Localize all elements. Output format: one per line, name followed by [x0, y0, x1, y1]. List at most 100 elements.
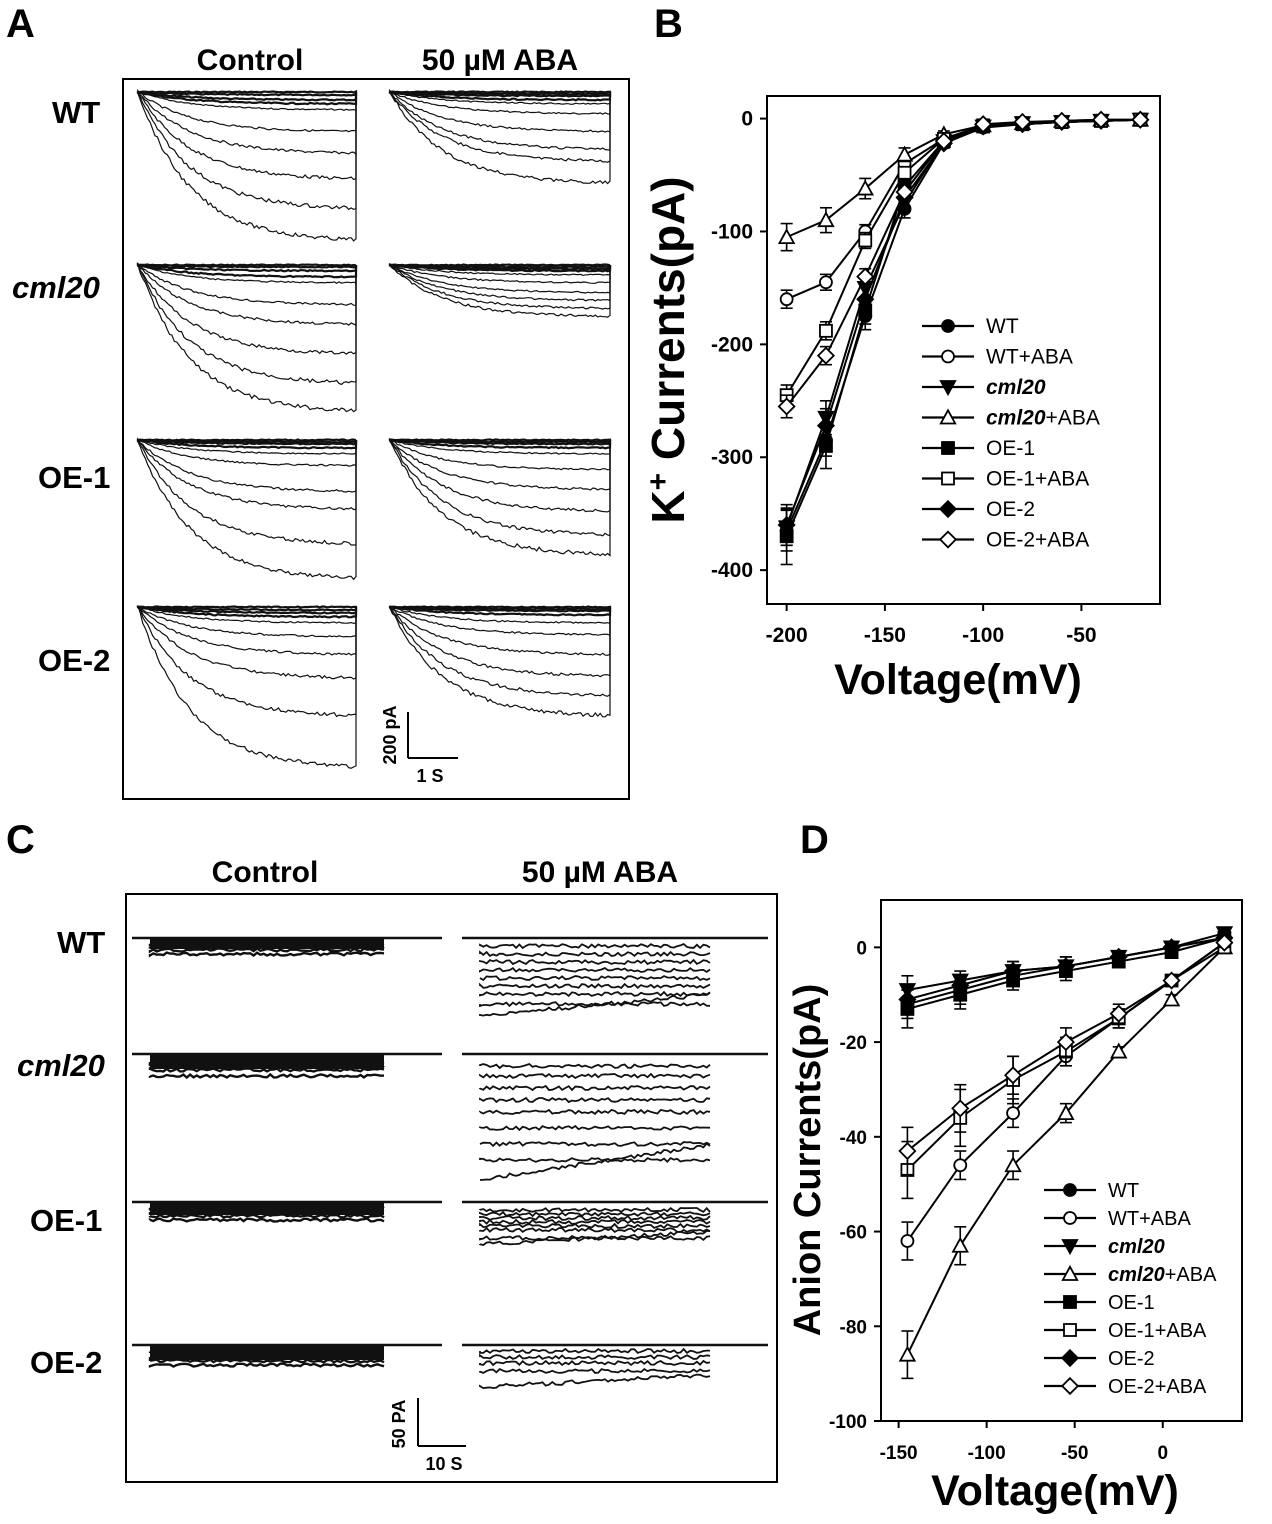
legend-label: WT+ABA — [986, 346, 1073, 369]
data-point-marker — [898, 990, 917, 1009]
panel-b-letter: B — [654, 2, 683, 46]
panel-b-y-axis-label: K+ Currents(pA) — [642, 176, 694, 523]
legend-entry: cml20 — [922, 376, 1046, 399]
panel-a-current-trace — [389, 440, 611, 557]
legend-label: cml20+ABA — [986, 407, 1100, 430]
panel-a-current-trace — [389, 438, 611, 537]
panel-a-current-trace — [389, 264, 611, 284]
panel-c-current-trace — [479, 1124, 711, 1132]
panel-c-current-trace — [479, 1353, 711, 1360]
panel-c-row-label-wt: WT — [57, 925, 106, 960]
panel-c-current-trace — [479, 975, 711, 982]
panel-a-current-trace — [137, 440, 357, 581]
legend-entry: OE-1 — [922, 437, 1035, 460]
panel-c-current-trace — [479, 950, 711, 958]
data-point-marker — [1004, 961, 1023, 981]
panel-a-row-label-oe2: OE-2 — [38, 643, 111, 678]
legend-entry: OE-2 — [922, 498, 1035, 521]
legend-label: OE-2+ABA — [1108, 1376, 1207, 1398]
data-point-marker — [858, 233, 873, 248]
y-tick-label: -400 — [711, 559, 753, 582]
data-point-marker — [1060, 1348, 1080, 1368]
data-point-marker — [1110, 1042, 1128, 1059]
series-oe-2-aba — [777, 110, 1150, 419]
panel-a-current-trace — [389, 437, 611, 471]
data-point-marker — [856, 290, 875, 309]
data-point-marker — [1063, 1295, 1077, 1309]
x-tick-label: -150 — [880, 1443, 918, 1464]
y-tick-label: 0 — [741, 108, 753, 131]
panel-a-current-trace — [389, 607, 611, 697]
panel-c-current-trace — [479, 1359, 711, 1367]
panel-c-current-trace — [148, 951, 385, 958]
panel-c-current-trace — [479, 1206, 711, 1213]
panel-c-scale-bar: 50 PA 10 S — [389, 1398, 466, 1474]
data-point-marker — [1063, 1211, 1077, 1225]
panel-c-header-aba: 50 µM ABA — [521, 856, 679, 889]
legend-label: OE-2 — [1108, 1348, 1155, 1370]
legend-entry: WT — [1044, 1180, 1139, 1202]
data-point-marker — [1004, 1156, 1022, 1173]
y-tick-label: -100 — [829, 1412, 867, 1433]
panel-a-current-trace — [389, 605, 611, 625]
x-tick-label: -50 — [1061, 1443, 1088, 1464]
panel-a-current-trace — [388, 90, 612, 98]
panel-d-plot-frame — [880, 899, 1243, 1422]
panel-c-current-trace — [479, 1210, 711, 1218]
data-point-marker — [1052, 111, 1071, 130]
panel-c-current-trace — [148, 1072, 385, 1080]
legend-entry: WT+ABA — [922, 346, 1073, 369]
panel-c-current-trace — [148, 1213, 385, 1219]
series-oe-2-aba — [898, 933, 1234, 1176]
panel-b-chart: -200 -150 -100 -50 0 -100 -200 -300 -400 WT WT+AB… — [642, 95, 1161, 704]
panel-b-plot-frame — [766, 95, 1161, 605]
data-point-marker — [1063, 1183, 1077, 1197]
series-line — [785, 118, 1141, 528]
panel-c-current-trace — [148, 947, 385, 954]
panel-a-current-trace — [388, 90, 612, 102]
panel-a-current-trace — [136, 605, 358, 615]
panel-a-row-label-cml20: cml20 — [12, 270, 100, 305]
panel-a-current-trace — [137, 605, 357, 769]
data-point-marker — [974, 115, 993, 134]
series-cml20 — [777, 112, 1150, 547]
panel-a-current-trace — [137, 438, 357, 455]
panel-c-current-trace — [479, 990, 711, 997]
panel-c-current-trace — [479, 1347, 710, 1354]
y-tick-label: -300 — [711, 446, 753, 469]
data-point-marker — [1006, 1106, 1020, 1121]
panel-c-scale-y-label: 50 PA — [389, 1400, 409, 1449]
data-point-marker — [1091, 110, 1111, 129]
data-point-marker — [856, 267, 875, 286]
legend-label: WT — [986, 315, 1019, 338]
data-point-marker — [941, 441, 955, 455]
data-point-marker — [897, 165, 912, 180]
panel-a-current-trace — [390, 605, 612, 613]
data-point-marker — [1004, 1066, 1023, 1085]
legend-label: cml20 — [1108, 1236, 1165, 1258]
panel-c-current-trace — [479, 966, 711, 973]
x-tick-label: -50 — [1066, 624, 1096, 647]
panel-c-current-trace — [479, 1367, 711, 1374]
panel-c-current-trace — [148, 1217, 385, 1223]
panel-a-current-trace — [136, 90, 358, 97]
panel-a-current-trace — [389, 88, 611, 163]
data-point-marker — [779, 292, 794, 307]
panel-d-chart: -150 -100 -50 0 0 -20 -40 -60 -80 -100 WT WT+ABA cm… — [787, 899, 1243, 1515]
panel-a-current-trace — [136, 91, 358, 106]
panel-b-y-label-base: K — [642, 490, 694, 523]
legend-entry: OE-1 — [1044, 1292, 1155, 1314]
panel-a-current-trace — [389, 265, 611, 310]
data-point-marker — [1057, 1104, 1075, 1121]
panel-a-current-trace — [137, 90, 357, 181]
panel-b-y-label-rest: Currents(pA) — [642, 176, 694, 472]
panel-a-row-label-wt: WT — [52, 95, 101, 130]
panel-c-letter: C — [6, 818, 35, 862]
data-point-marker — [777, 397, 796, 416]
panel-a-current-trace — [388, 264, 612, 273]
panel-a-current-trace — [136, 262, 358, 273]
data-point-marker — [941, 349, 955, 364]
x-tick-label: 0 — [1157, 1443, 1168, 1464]
panel-c-current-trace — [479, 1096, 711, 1104]
panel-a-current-trace — [389, 91, 611, 116]
